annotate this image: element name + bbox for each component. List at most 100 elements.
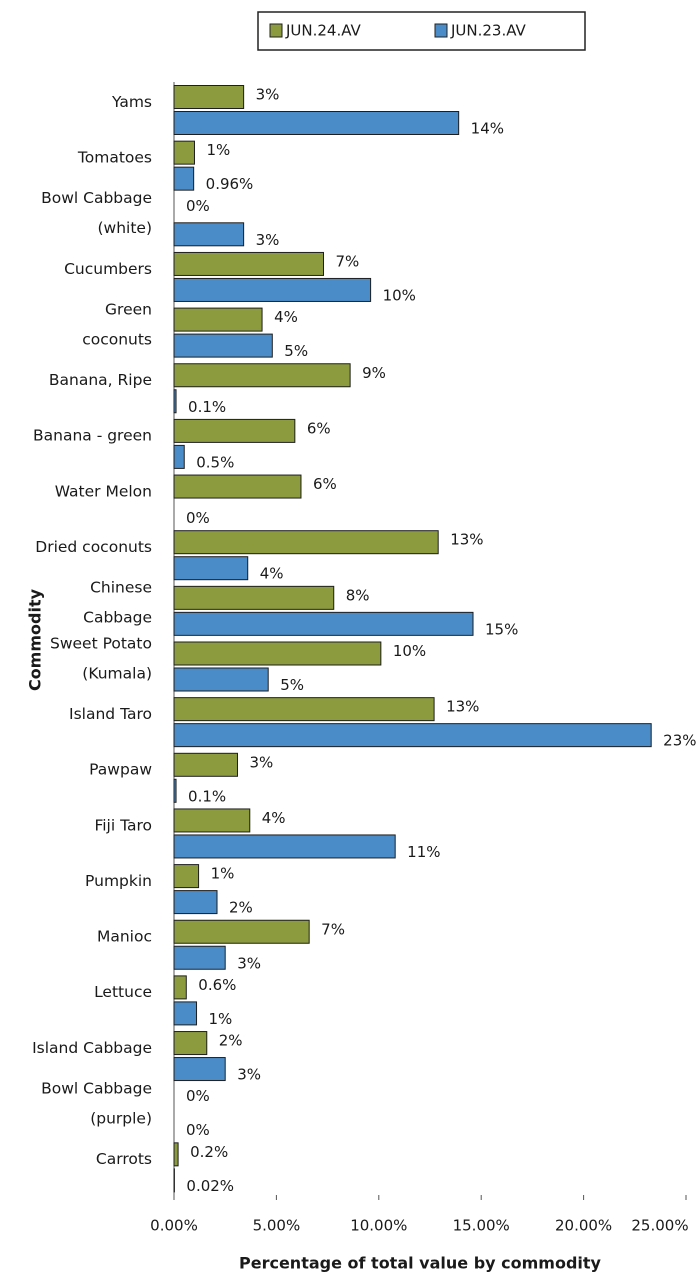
x-tick-label: 0.00% — [150, 1217, 198, 1235]
y-tick-label: Pawpaw — [89, 760, 152, 778]
x-tick-label: 15.00% — [453, 1217, 510, 1235]
value-label: 0.2% — [190, 1143, 228, 1161]
value-label: 0% — [186, 197, 210, 215]
y-tick-label: Chinese Cabbage — [83, 578, 152, 626]
bar — [173, 1001, 198, 1026]
value-label: 1% — [206, 141, 230, 159]
value-label: 0% — [186, 1121, 210, 1139]
bar — [173, 140, 195, 165]
value-label: 3% — [249, 753, 273, 771]
y-tick-label: Pumpkin — [85, 871, 152, 889]
x-axis-title: Percentage of total value by commodity — [239, 1254, 602, 1273]
legend-label: JUN.24.AV — [285, 22, 362, 40]
y-tick-label: Carrots — [96, 1150, 152, 1168]
value-label: 7% — [336, 252, 360, 270]
value-label: 2% — [229, 899, 253, 917]
legend-box — [257, 11, 586, 51]
value-label: 3% — [256, 231, 280, 249]
value-label: 0.1% — [188, 787, 226, 805]
bar — [173, 641, 382, 666]
bar — [173, 111, 460, 135]
x-tick-label: 5.00% — [253, 1217, 301, 1235]
value-label: 4% — [260, 565, 284, 583]
value-label: 5% — [284, 342, 308, 360]
y-tick-label: Fiji Taro — [94, 816, 152, 834]
y-tick-label: Sweet Potato (Kumala) — [50, 634, 152, 682]
value-label: 4% — [274, 308, 298, 326]
bar — [173, 530, 439, 555]
y-axis-title: Commodity — [26, 588, 45, 691]
legend-label: JUN.23.AV — [450, 22, 527, 40]
bar — [173, 723, 652, 748]
y-tick-label: Water Melon — [55, 482, 152, 500]
bar — [173, 222, 245, 247]
bar — [173, 277, 372, 302]
bar — [173, 389, 177, 414]
bar — [173, 752, 238, 777]
value-label: 4% — [262, 809, 286, 827]
y-tick-label: Cucumbers — [64, 259, 152, 277]
bar — [173, 890, 218, 915]
value-label: 11% — [407, 843, 440, 861]
value-label: 1% — [209, 1010, 233, 1028]
bar — [173, 778, 177, 803]
value-label: 2% — [219, 1032, 243, 1050]
value-label: 3% — [237, 954, 261, 972]
value-label: 0.5% — [196, 453, 234, 471]
bar — [173, 919, 310, 944]
bar — [173, 251, 325, 276]
y-tick-label: Island Cabbage — [32, 1038, 152, 1056]
bar — [173, 166, 195, 191]
bar — [173, 85, 245, 109]
bar — [173, 474, 302, 499]
value-label: 7% — [321, 920, 345, 938]
value-label: 13% — [446, 698, 479, 716]
x-tick-label: 20.00% — [555, 1217, 612, 1235]
bar — [173, 585, 335, 610]
value-label: 0.02% — [186, 1177, 234, 1195]
x-tick-label: 25.00% — [631, 1217, 688, 1235]
legend: JUN.24.AV JUN.23.AV — [269, 22, 527, 40]
y-tick-label: Banana - green — [33, 426, 152, 444]
bar — [173, 307, 263, 332]
value-label: 5% — [280, 676, 304, 694]
value-label: 0% — [186, 1087, 210, 1105]
y-tick-label: Lettuce — [94, 983, 152, 1001]
y-tick-label: Manioc — [97, 927, 152, 945]
value-label: 10% — [393, 642, 426, 660]
value-label: 23% — [663, 732, 696, 750]
bar — [173, 945, 226, 970]
bar — [173, 864, 200, 889]
y-tick-label: Bowl Cabbage (white) — [41, 189, 152, 237]
value-label: 8% — [346, 586, 370, 604]
value-label: 15% — [485, 620, 518, 638]
bar — [173, 333, 273, 358]
bar — [173, 975, 187, 1000]
bar — [173, 1031, 208, 1056]
y-tick-label: Yams — [111, 92, 152, 110]
y-tick-label: Banana, Ripe — [49, 371, 152, 389]
legend-swatch — [269, 23, 283, 38]
bar — [173, 444, 185, 469]
bar — [173, 808, 251, 833]
y-tick-label: Green coconuts — [82, 300, 152, 348]
bar — [173, 556, 249, 581]
y-tick-label: Dried coconuts — [35, 538, 152, 556]
bar — [173, 697, 435, 722]
y-tick-label: Bowl Cabbage (purple) — [41, 1079, 152, 1127]
legend-swatch — [434, 23, 448, 38]
bar — [173, 667, 269, 692]
value-label: 10% — [383, 286, 416, 304]
bar — [173, 1142, 179, 1167]
x-tick-label: 10.00% — [350, 1217, 407, 1235]
value-label: 6% — [313, 475, 337, 493]
value-label: 13% — [450, 531, 483, 549]
value-label: 6% — [307, 419, 331, 437]
value-label: 3% — [256, 86, 280, 104]
bar — [173, 363, 351, 388]
value-label: 1% — [211, 865, 235, 883]
value-label: 0.6% — [198, 976, 236, 994]
bar — [173, 1057, 226, 1082]
value-label: 0.96% — [206, 175, 254, 193]
